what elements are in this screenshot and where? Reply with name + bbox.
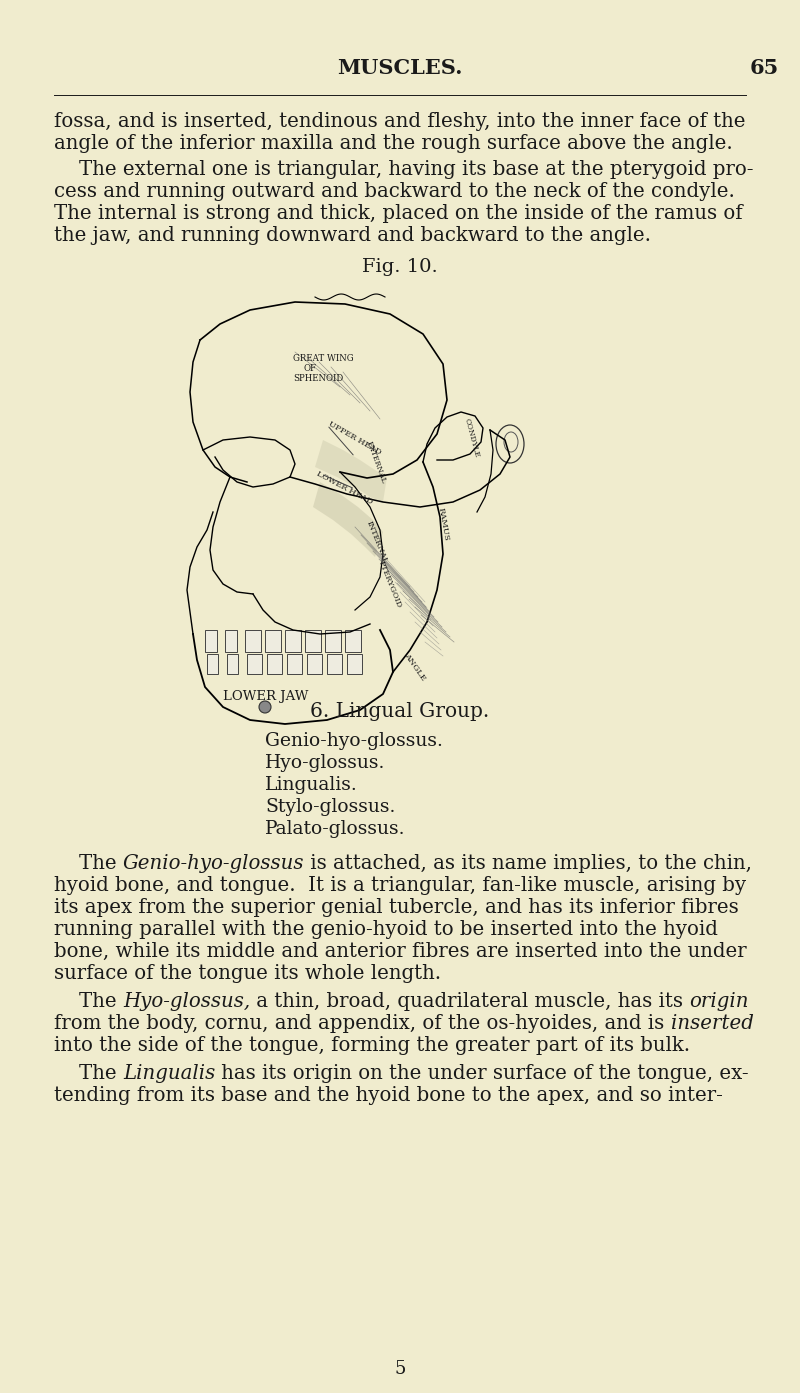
Text: bone, while its middle and anterior fibres are inserted into the under: bone, while its middle and anterior fibr…	[54, 942, 746, 961]
Text: ANGLE: ANGLE	[402, 652, 427, 683]
Text: Genio-hyo-glossus.: Genio-hyo-glossus.	[265, 731, 443, 749]
FancyBboxPatch shape	[205, 630, 217, 652]
FancyBboxPatch shape	[225, 630, 237, 652]
Text: Palato-glossus.: Palato-glossus.	[265, 820, 406, 839]
Text: is attached, as its name implies, to the chin,: is attached, as its name implies, to the…	[304, 854, 752, 873]
FancyBboxPatch shape	[307, 653, 322, 674]
FancyBboxPatch shape	[287, 653, 302, 674]
Text: fossa, and is inserted, tendinous and fleshy, into the inner face of the: fossa, and is inserted, tendinous and fl…	[54, 111, 746, 131]
FancyBboxPatch shape	[265, 630, 281, 652]
Text: Hyo-glossus.: Hyo-glossus.	[265, 754, 386, 772]
FancyBboxPatch shape	[227, 653, 238, 674]
FancyBboxPatch shape	[347, 653, 362, 674]
FancyBboxPatch shape	[325, 630, 341, 652]
Text: has its origin on the under surface of the tongue, ex-: has its origin on the under surface of t…	[215, 1064, 749, 1082]
Text: 65: 65	[750, 59, 779, 78]
Text: MUSCLES.: MUSCLES.	[338, 59, 462, 78]
Text: its apex from the superior genial tubercle, and has its inferior fibres: its apex from the superior genial tuberc…	[54, 898, 738, 917]
Text: CONDYLE: CONDYLE	[463, 417, 481, 458]
Text: Stylo-glossus.: Stylo-glossus.	[265, 798, 395, 816]
FancyBboxPatch shape	[285, 630, 301, 652]
FancyBboxPatch shape	[245, 630, 261, 652]
FancyBboxPatch shape	[345, 630, 361, 652]
Text: from the body, cornu, and appendix, of the os-hyoides, and is: from the body, cornu, and appendix, of t…	[54, 1014, 670, 1034]
Text: Fig. 10.: Fig. 10.	[362, 258, 438, 276]
Text: a thin, broad, quadrilateral muscle, has its: a thin, broad, quadrilateral muscle, has…	[250, 992, 690, 1011]
Text: hyoid bone, and tongue.  It is a triangular, fan-like muscle, arising by: hyoid bone, and tongue. It is a triangul…	[54, 876, 746, 894]
Text: Genio-hyo-glossus: Genio-hyo-glossus	[123, 854, 304, 873]
Polygon shape	[313, 482, 383, 557]
FancyBboxPatch shape	[247, 653, 262, 674]
Circle shape	[259, 701, 271, 713]
Text: SPHENOID: SPHENOID	[293, 373, 343, 383]
FancyBboxPatch shape	[305, 630, 321, 652]
Text: LOWER JAW: LOWER JAW	[223, 690, 308, 703]
Text: UPPER HEAD: UPPER HEAD	[327, 421, 382, 457]
Text: 5: 5	[394, 1360, 406, 1378]
Text: angle of the inferior maxilla and the rough surface above the angle.: angle of the inferior maxilla and the ro…	[54, 134, 733, 153]
Text: EXTERNAL: EXTERNAL	[365, 440, 388, 485]
Text: The internal is strong and thick, placed on the inside of the ramus of: The internal is strong and thick, placed…	[54, 203, 742, 223]
Text: the jaw, and running downward and backward to the angle.: the jaw, and running downward and backwa…	[54, 226, 651, 245]
Text: cess and running outward and backward to the neck of the condyle.: cess and running outward and backward to…	[54, 182, 735, 201]
Text: Hyo-glossus,: Hyo-glossus,	[123, 992, 250, 1011]
Text: into the side of the tongue, forming the greater part of its bulk.: into the side of the tongue, forming the…	[54, 1036, 690, 1055]
Text: tending from its base and the hyoid bone to the apex, and so inter-: tending from its base and the hyoid bone…	[54, 1087, 723, 1105]
Text: running parallel with the genio-hyoid to be inserted into the hyoid: running parallel with the genio-hyoid to…	[54, 919, 718, 939]
Text: origin: origin	[690, 992, 749, 1011]
Text: The: The	[54, 1064, 123, 1082]
Text: INTERNAL: INTERNAL	[365, 520, 389, 566]
Text: Lingualis: Lingualis	[123, 1064, 215, 1082]
Text: Lingualis.: Lingualis.	[265, 776, 358, 794]
FancyBboxPatch shape	[327, 653, 342, 674]
Text: 6. Lingual Group.: 6. Lingual Group.	[310, 702, 490, 722]
Text: surface of the tongue its whole length.: surface of the tongue its whole length.	[54, 964, 441, 983]
Text: RAMUS: RAMUS	[436, 507, 450, 542]
Polygon shape	[315, 440, 387, 501]
Text: PTERYGOID: PTERYGOID	[377, 560, 403, 610]
Text: LOWER HEAD: LOWER HEAD	[315, 469, 374, 506]
FancyBboxPatch shape	[267, 653, 282, 674]
Text: OF: OF	[303, 364, 316, 373]
Text: inserted: inserted	[670, 1014, 754, 1034]
Text: GREAT WING: GREAT WING	[293, 354, 354, 364]
Text: The external one is triangular, having its base at the pterygoid pro-: The external one is triangular, having i…	[54, 160, 754, 178]
Text: The: The	[54, 854, 123, 873]
FancyBboxPatch shape	[207, 653, 218, 674]
Text: The: The	[54, 992, 123, 1011]
